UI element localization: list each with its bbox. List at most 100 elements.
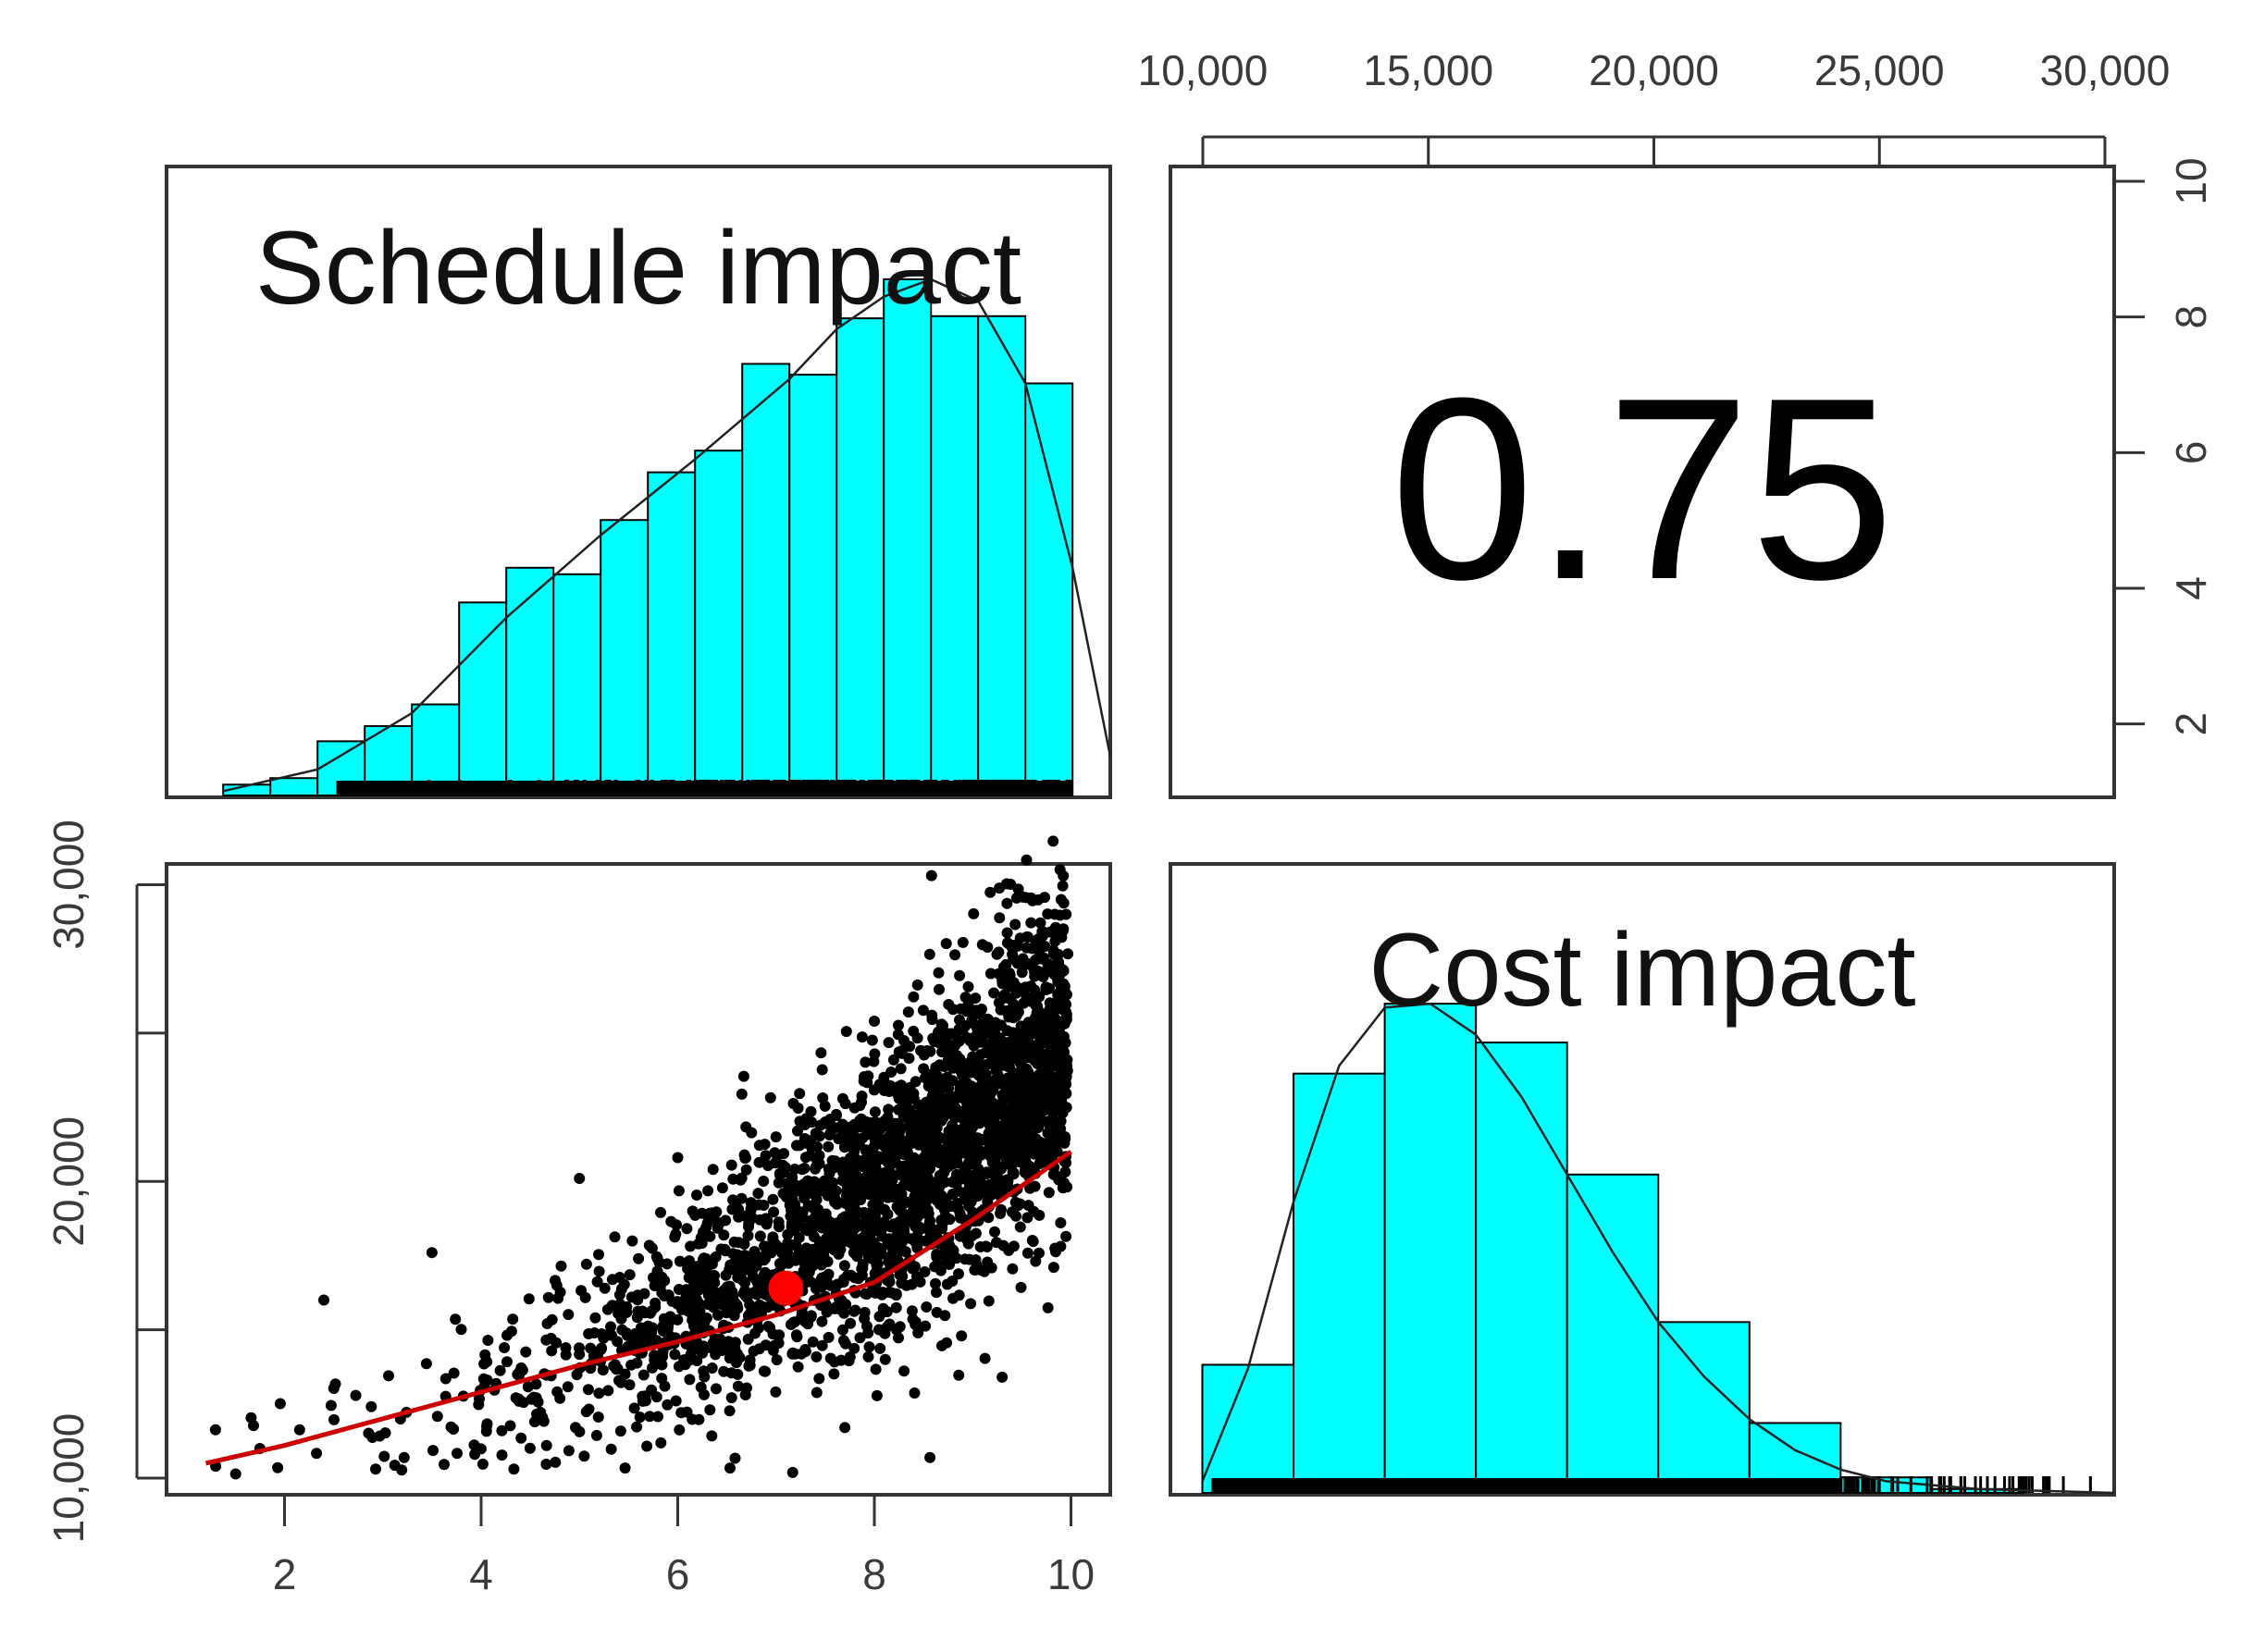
scatter-point	[1012, 883, 1024, 895]
scatter-point	[918, 1049, 930, 1061]
scatter-point	[947, 1119, 959, 1131]
scatter-point	[854, 1100, 866, 1112]
scatter-point	[646, 1384, 658, 1396]
scatter-point	[1001, 878, 1012, 890]
scatter-point	[628, 1402, 640, 1414]
scatter-point	[792, 1125, 803, 1137]
scatter-point	[970, 1254, 982, 1265]
scatter-point	[901, 1087, 913, 1099]
scatter-point	[1048, 1005, 1060, 1017]
scatter-point	[981, 1168, 993, 1179]
scatter-point	[580, 1258, 592, 1270]
scatter-point	[917, 1005, 929, 1017]
scatter-point	[583, 1403, 595, 1415]
scatter-point	[890, 1288, 902, 1300]
scatter-point	[736, 1210, 749, 1222]
scatter-point	[370, 1463, 381, 1475]
scatter-point	[742, 1230, 754, 1241]
scatter-point	[501, 1356, 513, 1368]
scatter-point	[983, 1295, 995, 1307]
scatter-point	[510, 1392, 522, 1404]
scatter-point	[924, 1227, 936, 1239]
scatter-point	[816, 1064, 828, 1076]
scatter-point	[866, 1220, 878, 1232]
scatter-point	[838, 1134, 850, 1146]
scatter-point	[806, 1252, 818, 1264]
top-axis-tick-label: 30,000	[2040, 46, 2171, 94]
schedule-impact-title: Schedule impact	[255, 210, 1021, 326]
scatter-point	[578, 1450, 590, 1462]
scatter-point	[747, 1201, 759, 1213]
right-axis-tick-label: 4	[2167, 576, 2215, 600]
scatter-point	[866, 1034, 878, 1046]
scatter-point	[827, 1177, 838, 1189]
scatter-point	[774, 1242, 785, 1254]
scatter-point	[981, 1241, 993, 1252]
scatter-point	[811, 1194, 823, 1206]
scatter-point	[614, 1298, 625, 1310]
scatter-point	[1058, 869, 1070, 881]
scatter-point	[753, 1156, 765, 1168]
scatter-point	[383, 1370, 394, 1382]
scatter-point	[863, 1188, 875, 1200]
scatter-point	[1025, 959, 1037, 971]
scatter-point	[650, 1335, 662, 1347]
scatter-point	[1030, 1140, 1042, 1152]
scatter-point	[840, 1026, 852, 1038]
axes: 10,000 15,000 20,000 25,000 30,000 2 4 6 8 10 10,0…	[44, 46, 2215, 1598]
scatter-point	[910, 1198, 922, 1210]
scatter-point	[691, 1190, 702, 1201]
scatter-point	[706, 1430, 718, 1442]
scatter-point	[908, 991, 920, 1003]
scatter-point	[379, 1427, 391, 1439]
scatter-point	[858, 1206, 870, 1218]
scatter-point	[873, 1134, 885, 1146]
scatter-point	[1060, 1230, 1072, 1242]
scatter-point	[947, 1177, 959, 1188]
cost-impact-title: Cost impact	[1368, 912, 1915, 1028]
scatter-point	[1022, 1110, 1034, 1122]
scatter-point	[938, 1166, 950, 1178]
bottom-axis-tick-label: 4	[469, 1550, 493, 1598]
scatter-point	[764, 1091, 776, 1103]
scatter-point	[778, 1148, 790, 1160]
scatter-point	[724, 1405, 736, 1417]
scatter-point	[1002, 1175, 1014, 1187]
scatter-point	[365, 1400, 378, 1412]
scatter-point	[1047, 835, 1059, 847]
scatter-point	[848, 1145, 860, 1157]
scatter-point	[560, 1342, 572, 1354]
scatter-point	[767, 1193, 779, 1205]
scatter-point	[633, 1327, 645, 1339]
scatter-point	[699, 1388, 710, 1400]
scatter-point	[993, 1182, 1005, 1194]
scatter-point	[962, 980, 974, 992]
scatter-point	[786, 1183, 798, 1195]
scatter-point	[733, 1237, 745, 1249]
scatter-point	[938, 1039, 949, 1051]
scatter-point	[1007, 1206, 1018, 1218]
scatter-point	[742, 1333, 754, 1345]
scatter-point	[972, 1025, 984, 1036]
scatter-point	[1042, 1301, 1054, 1313]
scatter-point	[860, 1144, 872, 1156]
scatter-point	[1024, 1182, 1036, 1194]
scatter-point	[802, 1318, 814, 1330]
scatter-point	[672, 1298, 684, 1310]
scatter-point	[799, 1152, 811, 1164]
scatter-point	[615, 1313, 627, 1325]
scatter-point	[873, 1153, 885, 1165]
scatter-point	[687, 1205, 699, 1217]
scatter-point	[1051, 1125, 1063, 1137]
scatter-point	[993, 1054, 1005, 1066]
scatter-point	[920, 1320, 932, 1332]
scatter-point	[787, 1098, 799, 1109]
scatter-point	[420, 1358, 432, 1370]
scatter-point	[658, 1313, 670, 1325]
cost-density-curve	[1201, 1002, 2115, 1495]
scatter-point	[823, 1140, 835, 1153]
scatter-point	[1002, 1053, 1014, 1065]
scatter-point	[272, 1461, 284, 1473]
bottom-axis-tick-label: 8	[862, 1550, 886, 1598]
scatter-point	[957, 936, 969, 948]
